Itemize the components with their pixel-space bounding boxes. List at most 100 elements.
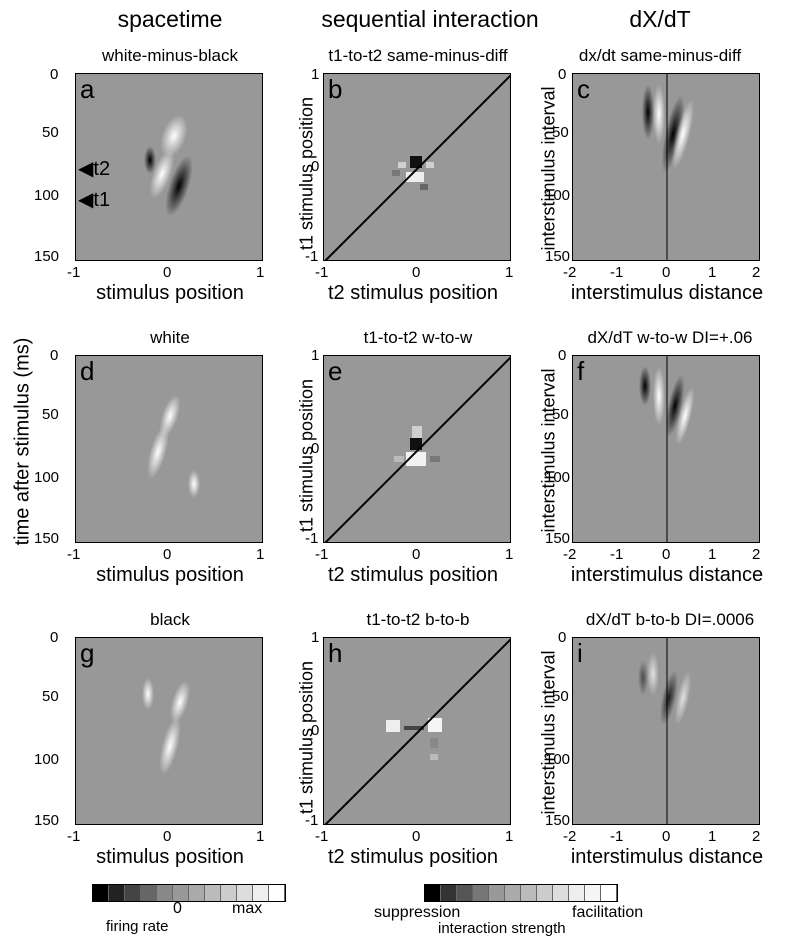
panel-i-xtick: 2	[752, 828, 761, 845]
panel-g-xtick: -1	[67, 828, 81, 845]
panel-d-title: white	[150, 328, 190, 347]
panel-c-xtick: 2	[752, 264, 761, 281]
panel-e-xtick: -1	[315, 546, 329, 563]
panel-h-ytick: 0	[311, 722, 320, 739]
panel-h-ytick: 1	[311, 629, 320, 646]
panel-i-ytick: 0	[558, 629, 567, 646]
panel-i-xlabel: interstimulus distance	[570, 846, 764, 868]
panel-f-plot	[572, 355, 760, 543]
panel-g-letter: g	[80, 638, 95, 668]
panel-e-ytick: 1	[311, 347, 320, 364]
panel-c-letter: c	[577, 74, 590, 104]
panel-h-ytick: -1	[305, 812, 319, 829]
panel-i-ytick: 150	[545, 812, 571, 829]
panel-g-ytick: 50	[42, 688, 59, 705]
panel-d-xlabel: stimulus position	[96, 564, 244, 586]
panel-f-xtick: -2	[563, 546, 577, 563]
panel-a-ytick: 150	[34, 248, 60, 265]
panel-h-plot	[323, 637, 511, 825]
panel-g-title: black	[150, 610, 190, 629]
panel-f-letter: f	[577, 356, 585, 386]
panel-g-ytick: 0	[50, 629, 59, 646]
panel-f-ytick: 50	[552, 406, 569, 423]
marker-t2: ◀t2	[78, 158, 111, 180]
panel-g-xtick: 1	[256, 828, 265, 845]
panel-d-ytick: 50	[42, 406, 59, 423]
panel-a-plot	[75, 73, 263, 261]
panel-h-xtick: 1	[505, 828, 514, 845]
panel-i-xtick: -1	[610, 828, 624, 845]
panel-g-plot	[75, 637, 263, 825]
panel-a-ytick: 0	[50, 66, 59, 83]
panel-c-title: dx/dt same-minus-diff	[578, 46, 742, 65]
panel-c-image	[642, 74, 695, 260]
panel-h-xlabel: t2 stimulus position	[327, 846, 499, 868]
firing-rate-colorbar	[92, 884, 286, 902]
panel-e-ytick: 0	[311, 440, 320, 457]
interaction-strength-colorbar	[424, 884, 618, 902]
panel-c-xtick: 1	[708, 264, 717, 281]
panel-f-xlabel: interstimulus distance	[570, 564, 764, 586]
colorbar-firing-rate-caption: firing rate	[106, 918, 169, 935]
panel-g-ytick: 100	[34, 751, 60, 768]
panel-i-xtick: 1	[708, 828, 717, 845]
panel-b-ytick: -1	[305, 248, 319, 265]
panel-a-title: white-minus-black	[101, 46, 239, 65]
panel-e-xtick: 1	[505, 546, 514, 563]
panel-a-xtick: 0	[163, 264, 172, 281]
panel-i-image	[638, 638, 692, 824]
panel-i-xtick: 0	[662, 828, 671, 845]
panel-d-ytick: 100	[34, 469, 60, 486]
panel-b-xtick: 0	[412, 264, 421, 281]
panel-e-xlabel: t2 stimulus position	[327, 564, 499, 586]
panel-f-ytick: 100	[545, 469, 571, 486]
column-header-spacetime: spacetime	[117, 6, 223, 32]
time-axis-label: time after stimulus (ms)	[11, 337, 34, 546]
column-header-sequential: sequential interaction	[321, 6, 539, 32]
panel-g-xlabel: stimulus position	[96, 846, 244, 868]
panel-g-xtick: 0	[163, 828, 172, 845]
panel-a-ytick: 100	[34, 187, 60, 204]
colorbar-interaction-caption: interaction strength	[438, 920, 566, 937]
panel-c-xtick: -2	[563, 264, 577, 281]
panel-b-plot	[323, 73, 511, 261]
panel-a-image	[144, 114, 193, 217]
panel-b-title: t1-to-t2 same-minus-diff	[328, 46, 508, 65]
panel-i-letter: i	[577, 638, 583, 668]
column-header-dxdt: dX/dT	[629, 6, 691, 32]
panel-i-ytick: 50	[552, 688, 569, 705]
colorbar-zero-label: 0	[173, 900, 182, 917]
panel-f-image	[639, 356, 695, 542]
panel-h-title: t1-to-t2 b-to-b	[366, 610, 470, 629]
panel-i-plot	[572, 637, 760, 825]
panel-h-xtick: 0	[412, 828, 421, 845]
panel-d-xtick: 0	[163, 546, 172, 563]
panel-i-xtick: -2	[563, 828, 577, 845]
panel-i-ytick: 100	[545, 751, 571, 768]
panel-e-xtick: 0	[412, 546, 421, 563]
panel-h-letter: h	[328, 638, 343, 668]
panel-f-xtick: 0	[662, 546, 671, 563]
panel-h-image	[324, 638, 510, 824]
panel-a-xlabel: stimulus position	[96, 282, 244, 304]
panel-i-title: dX/dT b-to-b DI=.0006	[585, 610, 755, 629]
panel-b-xtick: -1	[315, 264, 329, 281]
panel-a-xtick: -1	[67, 264, 81, 281]
panel-e-letter: e	[328, 356, 343, 386]
panel-f-ytick: 150	[545, 530, 571, 547]
panel-d-plot	[75, 355, 263, 543]
panel-c-xtick: 0	[662, 264, 671, 281]
panel-g-ytick: 150	[34, 812, 60, 829]
panel-f-title: dX/dT w-to-w DI=+.06	[587, 328, 753, 347]
panel-f-xtick: -1	[610, 546, 624, 563]
panel-a-letter: a	[80, 74, 95, 104]
panel-e-title: t1-to-t2 w-to-w	[363, 328, 473, 347]
colorbar-facilitation-label: facilitation	[572, 904, 644, 921]
colorbar-max-label: max	[232, 900, 263, 917]
panel-d-xtick: 1	[256, 546, 265, 563]
panel-e-ytick: -1	[305, 530, 319, 547]
panel-b-ytick: 0	[311, 158, 320, 175]
panel-a-xtick: 1	[256, 264, 265, 281]
panel-c-ytick: 100	[545, 187, 571, 204]
panel-b-ytick: 1	[311, 66, 320, 83]
